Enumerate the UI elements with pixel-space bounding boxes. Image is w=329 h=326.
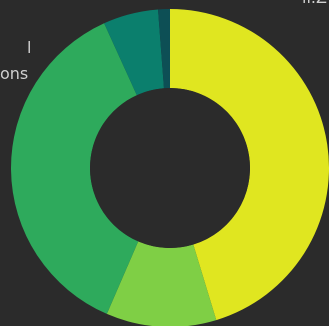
donut-slice-3	[11, 23, 139, 314]
donut-slice-4	[104, 9, 164, 96]
clipped-label-top-right: ll.Z	[302, 0, 327, 9]
donut-slice-2	[106, 241, 217, 326]
clipped-label-left-line-2: ons	[0, 64, 29, 83]
donut-hole	[90, 88, 250, 248]
clipped-label-left-line-1: l	[27, 38, 32, 57]
donut-slice-5	[158, 9, 170, 89]
donut-slice-1	[170, 9, 329, 321]
